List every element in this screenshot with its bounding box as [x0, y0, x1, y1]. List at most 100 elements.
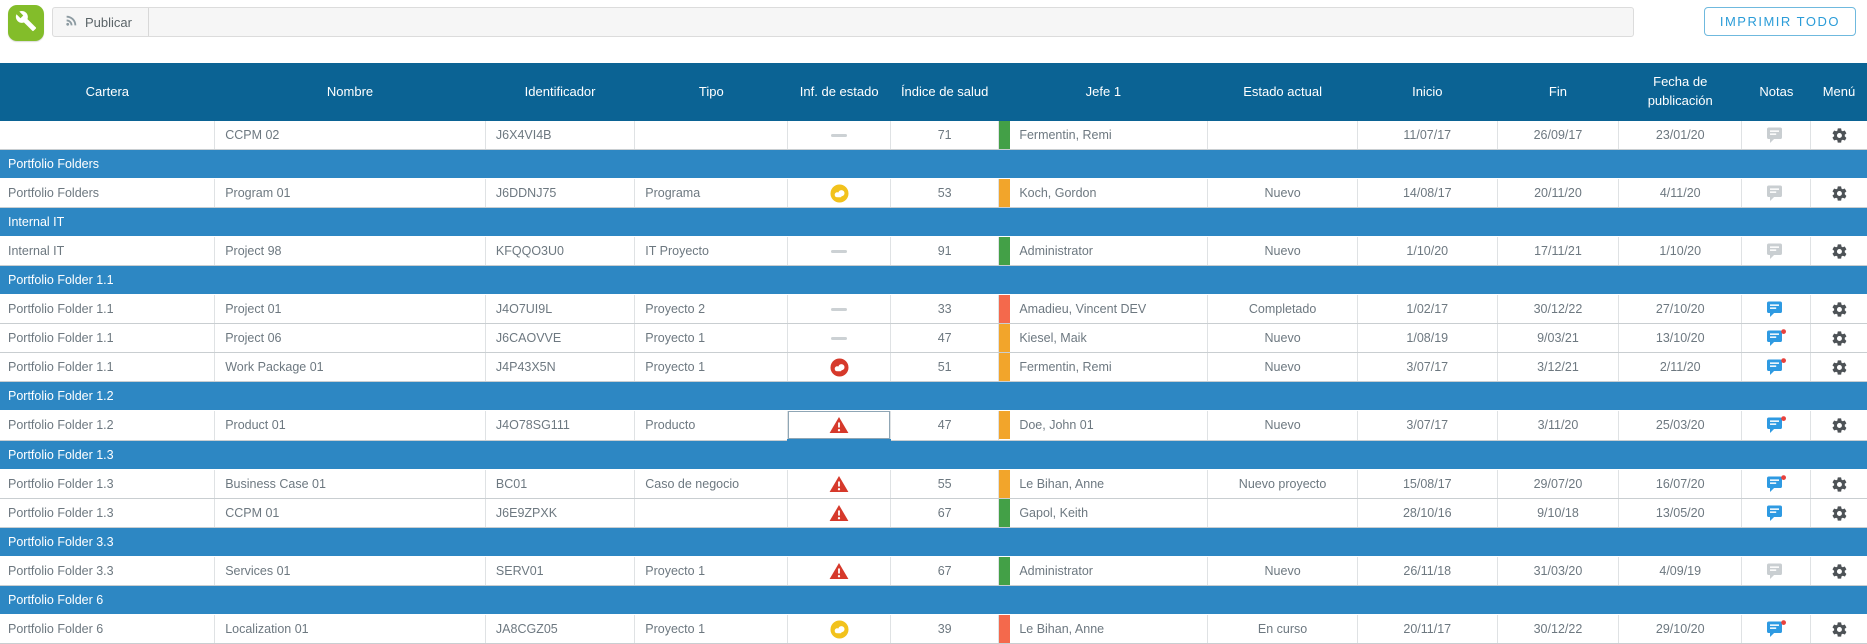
status-critical-cloud-icon[interactable] — [827, 356, 851, 378]
cell-jefe[interactable]: Fermentin, Remi — [998, 121, 1209, 150]
cell-estado-actual[interactable]: Nuevo — [1207, 410, 1358, 441]
cell-inf-estado[interactable] — [787, 121, 892, 150]
cell-cartera[interactable]: Internal IT — [0, 236, 216, 266]
column-header-10[interactable]: Fin — [1497, 63, 1619, 121]
group-row[interactable]: Portfolio Folder 1.3 — [0, 439, 1867, 470]
cell-cartera[interactable]: Portfolio Folder 1.2 — [0, 410, 216, 441]
cell-inicio[interactable]: 1/02/17 — [1357, 294, 1498, 324]
cell-cartera[interactable]: Portfolio Folders — [0, 178, 216, 208]
cell-tipo[interactable]: Proyecto 1 — [634, 323, 789, 353]
cell-fin[interactable]: 3/12/21 — [1497, 352, 1620, 382]
column-header-12[interactable]: Notas — [1741, 63, 1811, 121]
cell-fecha-publicacion[interactable]: 2/11/20 — [1618, 352, 1743, 382]
cell-indice-salud[interactable]: 33 — [890, 294, 1000, 324]
cell-menu[interactable] — [1810, 236, 1867, 266]
cell-tipo[interactable]: Proyecto 1 — [634, 556, 789, 586]
note-comment-icon[interactable] — [1764, 298, 1788, 320]
cell-jefe[interactable]: Kiesel, Maik — [998, 323, 1209, 353]
cell-cartera[interactable]: Portfolio Folder 1.3 — [0, 469, 216, 499]
cell-tipo[interactable]: Caso de negocio — [634, 469, 789, 499]
cell-fecha-publicacion[interactable]: 25/03/20 — [1618, 410, 1743, 441]
cell-nombre[interactable]: Project 06 — [214, 323, 486, 353]
cell-notas[interactable] — [1741, 178, 1812, 208]
group-row[interactable]: Portfolio Folder 3.3 — [0, 527, 1867, 557]
cell-notas[interactable] — [1741, 294, 1812, 324]
cell-nombre[interactable]: Product 01 — [214, 410, 486, 441]
cell-fecha-publicacion[interactable]: 1/10/20 — [1618, 236, 1743, 266]
cell-indice-salud[interactable]: 55 — [890, 469, 1000, 499]
column-header-1[interactable]: Cartera — [0, 63, 215, 121]
group-row[interactable]: Portfolio Folder 1.2 — [0, 381, 1867, 411]
gear-icon[interactable] — [1827, 414, 1851, 436]
cell-menu[interactable] — [1810, 178, 1867, 208]
column-header-13[interactable]: Menú — [1810, 63, 1867, 121]
cell-notas[interactable] — [1741, 323, 1812, 353]
note-comment-icon[interactable] — [1764, 356, 1788, 378]
cell-fin[interactable]: 17/11/21 — [1497, 236, 1620, 266]
cell-estado-actual[interactable]: Nuevo — [1207, 556, 1358, 586]
column-header-4[interactable]: Tipo — [634, 63, 788, 121]
cell-jefe[interactable]: Le Bihan, Anne — [998, 469, 1209, 499]
cell-menu[interactable] — [1810, 294, 1867, 324]
cell-nombre[interactable]: Work Package 01 — [214, 352, 486, 382]
cell-cartera[interactable]: Portfolio Folder 1.1 — [0, 294, 216, 324]
cell-fecha-publicacion[interactable]: 23/01/20 — [1618, 121, 1743, 150]
cell-menu[interactable] — [1810, 410, 1867, 441]
cell-nombre[interactable]: Localization 01 — [214, 614, 486, 644]
cell-jefe[interactable]: Doe, John 01 — [998, 410, 1209, 441]
print-all-button[interactable]: IMPRIMIR TODO — [1703, 7, 1856, 36]
cell-notas[interactable] — [1741, 556, 1812, 586]
cell-estado-actual[interactable]: Nuevo — [1207, 178, 1358, 208]
cell-menu[interactable] — [1810, 469, 1867, 499]
cell-notas[interactable] — [1741, 236, 1812, 266]
cell-inicio[interactable]: 1/08/19 — [1357, 323, 1498, 353]
cell-indice-salud[interactable]: 51 — [890, 352, 1000, 382]
cell-identificador[interactable]: KFQQO3U0 — [485, 236, 636, 266]
cell-inicio[interactable]: 14/08/17 — [1357, 178, 1498, 208]
cell-identificador[interactable]: J4P43X5N — [485, 352, 636, 382]
cell-menu[interactable] — [1810, 121, 1867, 150]
cell-nombre[interactable]: CCPM 01 — [214, 498, 486, 528]
cell-fin[interactable]: 9/03/21 — [1497, 323, 1620, 353]
group-row[interactable]: Internal IT — [0, 207, 1867, 237]
note-comment-icon[interactable] — [1764, 502, 1788, 524]
cell-fin[interactable]: 26/09/17 — [1497, 121, 1620, 150]
cell-tipo[interactable] — [634, 121, 789, 150]
gear-icon[interactable] — [1827, 618, 1851, 640]
cell-fin[interactable]: 9/10/18 — [1497, 498, 1620, 528]
column-header-5[interactable]: Inf. de estado — [787, 63, 891, 121]
cell-tipo[interactable]: Proyecto 1 — [634, 614, 789, 644]
cell-identificador[interactable]: JA8CGZ05 — [485, 614, 636, 644]
cell-fecha-publicacion[interactable]: 13/10/20 — [1618, 323, 1743, 353]
note-comment-icon[interactable] — [1764, 473, 1788, 495]
cell-inf-estado[interactable] — [787, 410, 892, 441]
cell-inf-estado[interactable] — [787, 556, 892, 586]
status-alert-triangle-icon[interactable] — [827, 414, 851, 436]
cell-estado-actual[interactable]: Nuevo — [1207, 352, 1358, 382]
cell-estado-actual[interactable]: Nuevo — [1207, 236, 1358, 266]
cell-inf-estado[interactable] — [787, 614, 892, 644]
cell-tipo[interactable]: Programa — [634, 178, 789, 208]
gear-icon[interactable] — [1827, 240, 1851, 262]
cell-fin[interactable]: 30/12/22 — [1497, 614, 1620, 644]
cell-jefe[interactable]: Administrator — [998, 236, 1209, 266]
cell-fecha-publicacion[interactable]: 27/10/20 — [1618, 294, 1743, 324]
gear-icon[interactable] — [1827, 356, 1851, 378]
cell-tipo[interactable]: Proyecto 1 — [634, 352, 789, 382]
cell-cartera[interactable] — [0, 121, 216, 150]
cell-estado-actual[interactable]: En curso — [1207, 614, 1358, 644]
cell-indice-salud[interactable]: 91 — [890, 236, 1000, 266]
cell-identificador[interactable]: SERV01 — [485, 556, 636, 586]
cell-tipo[interactable]: Proyecto 2 — [634, 294, 789, 324]
cell-menu[interactable] — [1810, 323, 1867, 353]
cell-indice-salud[interactable]: 39 — [890, 614, 1000, 644]
cell-cartera[interactable]: Portfolio Folder 3.3 — [0, 556, 216, 586]
cell-tipo[interactable]: Producto — [634, 410, 789, 441]
group-row[interactable]: Portfolio Folders — [0, 149, 1867, 179]
cell-cartera[interactable]: Portfolio Folder 1.1 — [0, 323, 216, 353]
status-alert-triangle-icon[interactable] — [827, 473, 851, 495]
cell-notas[interactable] — [1741, 614, 1812, 644]
cell-nombre[interactable]: Project 01 — [214, 294, 486, 324]
cell-nombre[interactable]: Business Case 01 — [214, 469, 486, 499]
gear-icon[interactable] — [1827, 502, 1851, 524]
